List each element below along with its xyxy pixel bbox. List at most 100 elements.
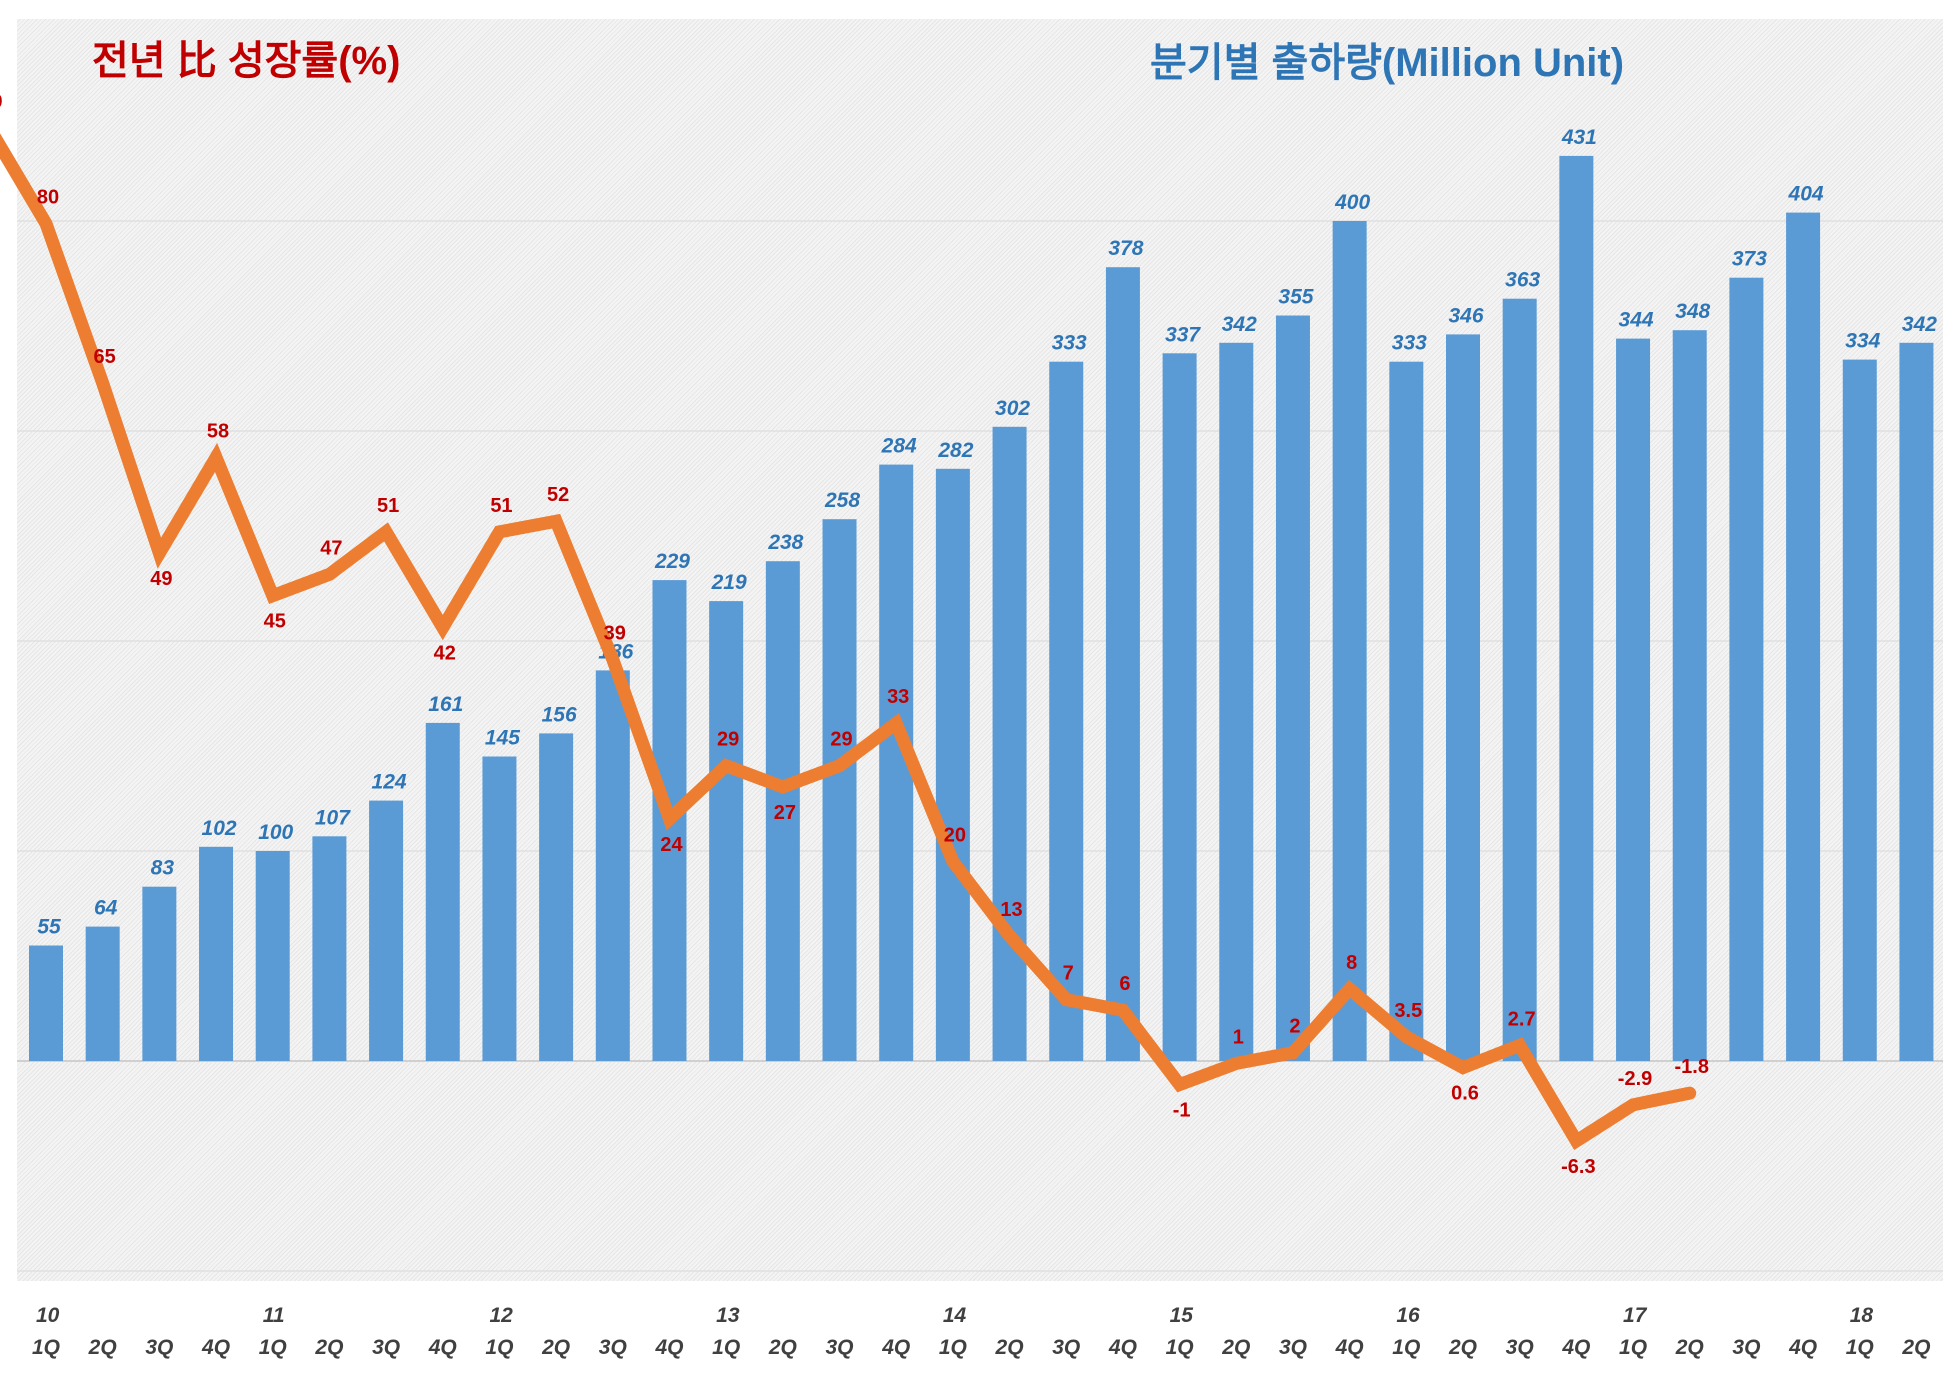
x-quarter-label: 2Q <box>314 1336 343 1359</box>
x-quarter-label: 1Q <box>1846 1336 1874 1359</box>
bar-label: 83 <box>151 857 175 880</box>
bar <box>1162 353 1197 1061</box>
x-quarter-label: 1Q <box>939 1336 967 1359</box>
bar-label: 404 <box>1788 183 1824 206</box>
x-quarter-label: 3Q <box>1052 1336 1080 1359</box>
x-quarter-label: 2Q <box>1221 1336 1250 1359</box>
bar-label: 378 <box>1108 237 1143 260</box>
shipment-title: 분기별 출하량(Million Unit) <box>1150 41 1625 85</box>
x-year-label: 10 <box>36 1304 60 1327</box>
bar <box>1389 361 1424 1061</box>
x-quarter-label: 2Q <box>541 1336 570 1359</box>
bar-label: 282 <box>937 439 973 462</box>
x-quarter-label: 3Q <box>1732 1336 1760 1359</box>
x-year-label: 16 <box>1396 1304 1420 1327</box>
bar <box>1275 315 1310 1061</box>
growth-line <box>0 133 1697 1151</box>
bar-label: 346 <box>1448 304 1483 327</box>
x-year-label: 14 <box>943 1304 967 1327</box>
growth-label: 89 <box>0 91 2 113</box>
bar <box>1049 361 1084 1061</box>
x-quarter-label: 1Q <box>32 1336 60 1359</box>
x-quarter-label: 3Q <box>145 1336 173 1359</box>
bar <box>199 846 234 1061</box>
bar <box>1842 359 1877 1062</box>
x-year-label: 15 <box>1170 1304 1194 1327</box>
x-year-label: 13 <box>716 1304 740 1327</box>
bar-label: 342 <box>1902 313 1937 336</box>
growth-label: 51 <box>490 495 512 517</box>
growth-label: 7 <box>1063 963 1074 985</box>
growth-label: 42 <box>434 643 456 665</box>
x-quarter-label: 3Q <box>826 1336 854 1359</box>
x-quarter-label: 1Q <box>1392 1336 1420 1359</box>
bar <box>1672 330 1707 1061</box>
bar-label: 344 <box>1619 309 1654 332</box>
growth-label: 8 <box>1346 952 1357 974</box>
growth-label: 51 <box>377 495 399 517</box>
growth-label: 27 <box>774 802 796 824</box>
bar-label: 145 <box>485 727 520 750</box>
bar <box>709 601 744 1061</box>
bar-label: 373 <box>1732 248 1767 271</box>
bar-label: 302 <box>995 397 1030 420</box>
bar <box>425 722 460 1061</box>
bar <box>765 561 800 1061</box>
growth-label: -2.9 <box>1618 1068 1652 1090</box>
bar <box>822 519 857 1061</box>
bar <box>595 670 630 1061</box>
x-year-label: 11 <box>263 1304 285 1327</box>
bar <box>1559 155 1594 1061</box>
bar-label: 333 <box>1392 332 1427 355</box>
growth-label: 47 <box>320 537 342 559</box>
growth-label: 39 <box>604 622 626 644</box>
growth-label: 49 <box>150 568 172 590</box>
x-quarter-label: 2Q <box>995 1336 1024 1359</box>
bar-label: 348 <box>1675 300 1710 323</box>
bar-label: 156 <box>542 703 577 726</box>
bar-label: 333 <box>1052 332 1087 355</box>
x-quarter-label: 4Q <box>1335 1336 1364 1359</box>
growth-label: 29 <box>830 729 852 751</box>
x-quarter-label: 2Q <box>1901 1336 1930 1359</box>
bar <box>1446 334 1480 1061</box>
bar-label: 342 <box>1222 313 1257 336</box>
growth-label: -1 <box>1173 1100 1191 1122</box>
bar-label: 102 <box>202 817 237 840</box>
growth-label: -6.3 <box>1561 1156 1595 1178</box>
growth-label: 2 <box>1289 1016 1300 1038</box>
x-quarter-label: 3Q <box>599 1336 627 1359</box>
growth-label: 29 <box>717 729 739 751</box>
bar <box>992 426 1027 1061</box>
growth-label: 80 <box>37 187 59 209</box>
growth-label: 58 <box>207 420 229 442</box>
bar-label: 238 <box>767 531 803 554</box>
x-quarter-label: 3Q <box>1279 1336 1307 1359</box>
x-quarter-label: 1Q <box>485 1336 513 1359</box>
bar <box>482 756 517 1061</box>
x-quarter-label: 4Q <box>428 1336 457 1359</box>
x-year-label: 17 <box>1623 1304 1648 1327</box>
bar-label: 55 <box>37 916 61 939</box>
bar <box>312 836 347 1061</box>
growth-label: 20 <box>944 824 966 846</box>
bar <box>85 926 120 1061</box>
x-quarter-label: 2Q <box>1448 1336 1477 1359</box>
growth-label: 33 <box>887 686 909 708</box>
bar-label: 258 <box>824 489 860 512</box>
bar <box>1105 267 1140 1061</box>
bar <box>935 468 970 1061</box>
bar-label: 161 <box>428 693 463 716</box>
bar-label: 64 <box>94 897 118 920</box>
bar <box>142 886 177 1061</box>
x-quarter-label: 2Q <box>88 1336 117 1359</box>
bar <box>1729 277 1764 1061</box>
bar-label: 100 <box>258 821 293 844</box>
x-quarter-label: 4Q <box>201 1336 230 1359</box>
growth-label: 52 <box>547 484 569 506</box>
bar <box>1616 338 1651 1062</box>
bar <box>255 851 290 1061</box>
bar-label: 124 <box>372 771 407 794</box>
x-quarter-label: 1Q <box>712 1336 740 1359</box>
